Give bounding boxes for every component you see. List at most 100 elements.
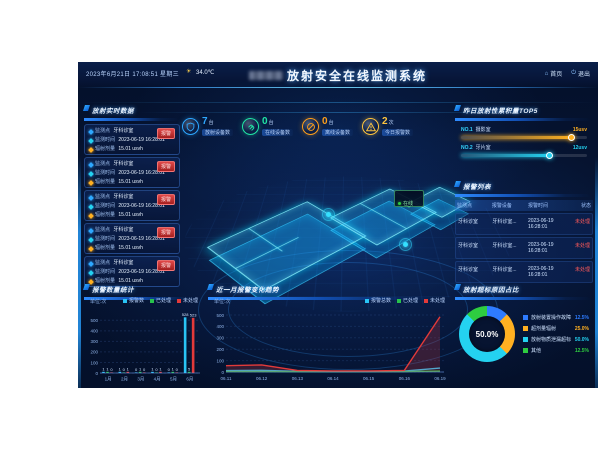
svg-text:400: 400 [90, 329, 98, 334]
svg-text:1: 1 [119, 366, 122, 371]
legend-swatch [523, 326, 528, 331]
alarm-badge[interactable]: 报警 [156, 260, 175, 271]
monitor-point-card[interactable]: 监测点 牙科诊室 监测时间 2023-06-19 16:28:01 辐射剂量 1… [84, 124, 180, 155]
monitor-point-card[interactable]: 监测点 牙科诊室 监测时间 2023-06-19 16:28:01 辐射剂量 1… [84, 157, 180, 188]
cell-time: 2023-06-19 16:28:01 [527, 266, 554, 278]
legend-swatch [523, 315, 528, 320]
alarm-row[interactable]: 牙科诊室 牙科诊室... 2023-06-19 16:28:01 未处理 [455, 237, 593, 259]
donut-chart[interactable]: 50.0% [459, 306, 515, 362]
svg-text:300: 300 [216, 336, 224, 341]
map-device-popup[interactable]: 在线 [394, 190, 424, 208]
donut-legend-item: 放射物质泄漏超标 50.0% [523, 336, 589, 343]
dashboard: 2023年6月21日 17:08:51 星期三 ☀ 34.0℃ 放射安全在线监测… [78, 62, 598, 388]
svg-text:200: 200 [216, 347, 224, 352]
line-chart[interactable]: 0 100 200 300 400 500 06.11 06.12 06.13 06.1… [210, 305, 448, 388]
nav-home-button[interactable]: ⌂ 首页 [545, 69, 563, 79]
decor-streak [138, 112, 538, 113]
stat-label: 放射设备数 [202, 129, 234, 136]
decor-left-sliver [78, 157, 81, 388]
legend-swatch [523, 337, 528, 342]
cell-point: 牙科诊室 [458, 267, 479, 273]
map-marker[interactable] [322, 208, 335, 221]
bar-chart-legend: 报警数 已处理 未处理 [122, 297, 198, 304]
donut-legend-item: 放射装置操作故障 12.5% [523, 314, 589, 321]
accum-slider[interactable] [461, 134, 587, 141]
svg-text:0: 0 [168, 367, 171, 372]
alarm-list-panel: 报警列表 监测点 报警设备 报警时间 状态 牙科诊室 牙科诊室... 2023-06-… [455, 180, 593, 283]
panel-title-underline [208, 297, 451, 300]
alarm-badge[interactable]: 报警 [156, 194, 175, 205]
trend-panel: 近一月报警变化趋势 单位:次 报警总数 已处理 未处理 0 100 200 30… [208, 283, 451, 385]
legend-item[interactable]: 未处理 [423, 297, 445, 304]
accum-value: 12usv [572, 144, 587, 151]
legend-percent: 12.5% [574, 314, 589, 321]
alarm-badge[interactable]: 报警 [156, 161, 175, 172]
top5-panel: 昨日放射性累积量TOP5 NO.1 摄影室 15usv NO.2 牙片室 12u… [455, 104, 593, 159]
legend-percent: 50.0% [574, 336, 589, 343]
svg-text:1: 1 [102, 366, 105, 371]
svg-text:0: 0 [95, 371, 98, 376]
svg-text:1: 1 [151, 366, 154, 371]
cell-status: 未处理 [574, 243, 590, 249]
stat-badges: 7台 放射设备数 0台 在线设备数 0台 离线设备数 2次 今日报警数 [182, 117, 442, 136]
dose-icon [88, 245, 94, 252]
legend-item[interactable]: 报警数 [122, 297, 144, 304]
top5-panel-title: 昨日放射性累积量TOP5 [455, 104, 593, 117]
svg-text:5: 5 [188, 366, 191, 371]
legend-swatch [149, 298, 154, 303]
nav-exit-button[interactable]: ⏻ 退出 [571, 69, 590, 78]
accum-slider[interactable] [461, 152, 587, 159]
svg-text:0: 0 [176, 367, 179, 372]
map-marker[interactable] [399, 238, 412, 251]
svg-text:2月: 2月 [121, 377, 128, 383]
donut-legend-item: 超剂量辐射 25.0% [523, 325, 589, 332]
legend-item[interactable]: 已处理 [396, 297, 418, 304]
svg-text:0: 0 [155, 367, 158, 372]
dose-icon [88, 179, 94, 186]
stat-离线设备数: 0台 离线设备数 [302, 117, 354, 136]
page-title: 放射安全在线监测系统 [286, 69, 428, 83]
legend-item[interactable]: 已处理 [149, 297, 171, 304]
stat-今日报警数: 2次 今日报警数 [362, 117, 414, 136]
bar-chart[interactable]: 0 100 200 300 400 500 1 1 0 1月 1 0 1 2月 0 1 0 3月 1 0 1 4… [86, 307, 202, 388]
col-header: 监测点 [457, 203, 473, 209]
rank-label: NO.1 [461, 126, 473, 133]
panel-title-underline [84, 118, 180, 121]
legend-label: 其他 [531, 348, 542, 354]
svg-text:1: 1 [139, 366, 142, 371]
svg-text:500: 500 [216, 313, 224, 318]
cell-point: 牙科诊室 [458, 219, 479, 225]
cause-panel-title: 放射超标原因占比 [455, 283, 593, 296]
alarm-row[interactable]: 牙科诊室 牙科诊室... 2023-06-19 16:28:01 未处理 [455, 261, 593, 283]
monitor-point-card[interactable]: 监测点 牙科诊室 监测时间 2023-06-19 16:28:01 辐射剂量 1… [84, 256, 180, 287]
offline-icon [302, 118, 320, 135]
stat-放射设备数: 7台 放射设备数 [182, 117, 234, 136]
legend-swatch [122, 298, 127, 303]
legend-label: 放射物质泄漏超标 [531, 337, 572, 343]
popup-status-text: 在线 [403, 201, 414, 207]
time-icon [88, 203, 94, 210]
panel-title-underline [455, 297, 593, 300]
col-header: 状态 [580, 203, 591, 209]
svg-text:200: 200 [90, 350, 98, 355]
floorplan-3d[interactable]: 在线 [145, 150, 551, 312]
monitor-point-card[interactable]: 监测点 牙科诊室 监测时间 2023-06-19 16:28:01 辐射剂量 1… [84, 190, 180, 221]
legend-item[interactable]: 未处理 [176, 297, 198, 304]
monitor-point-card[interactable]: 监测点 牙科诊室 监测时间 2023-06-19 16:28:01 辐射剂量 1… [84, 223, 180, 254]
svg-text:1: 1 [127, 366, 130, 371]
panel-title-underline [455, 194, 593, 197]
donut-center-label: 50.0% [475, 329, 499, 339]
alarm-row[interactable]: 牙科诊室 牙科诊室... 2023-06-19 16:28:01 未处理 [455, 213, 593, 235]
alarm-badge[interactable]: 报警 [156, 227, 175, 238]
stat-label: 今日报警数 [382, 129, 414, 136]
dose-icon [88, 212, 94, 219]
cell-device: 牙科诊室... [492, 243, 517, 249]
alarm-table-header: 监测点 报警设备 报警时间 状态 [455, 200, 593, 211]
legend-item[interactable]: 报警总数 [364, 297, 391, 304]
bar-unit-label: 单位:次 [90, 299, 107, 305]
link-icon [242, 118, 260, 135]
legend-percent: 25.0% [574, 325, 589, 332]
svg-text:100: 100 [216, 358, 224, 363]
alarm-badge[interactable]: 报警 [156, 128, 175, 139]
